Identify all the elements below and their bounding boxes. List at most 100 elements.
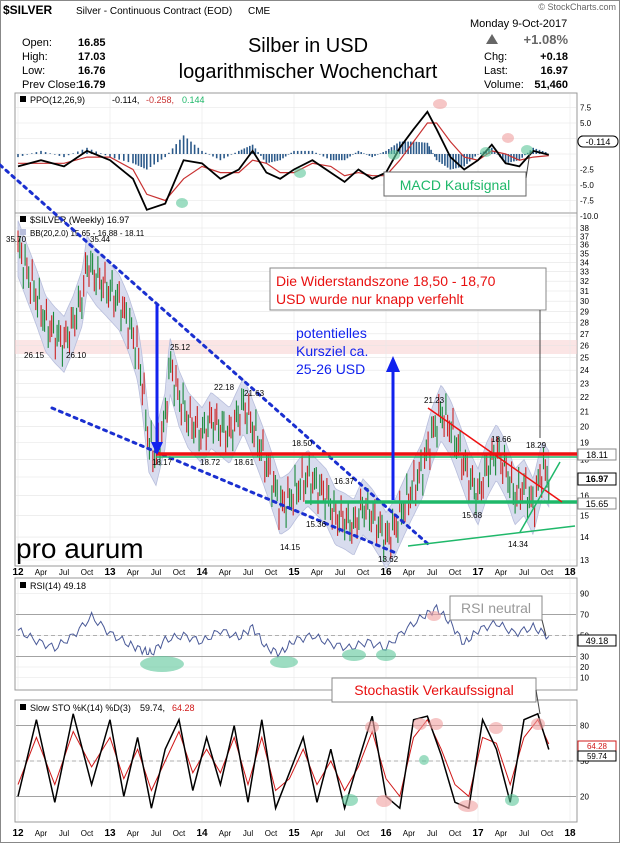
- ppo-buy-marker: [521, 145, 533, 155]
- ppo-hist-bar: [319, 154, 321, 155]
- chg-label: Chg:: [484, 51, 507, 63]
- x-tick-label: Oct: [449, 829, 462, 838]
- x-tick-label: Oct: [173, 568, 186, 577]
- sto-k-tag-box: [577, 750, 617, 762]
- y-tick-label: 37: [580, 232, 589, 241]
- ppo-buy-marker: [480, 147, 492, 157]
- y-tick-label: 36: [580, 241, 589, 250]
- ppo-hist-bar: [330, 154, 332, 161]
- ppo-hist-bar: [326, 154, 328, 159]
- ppo-hist-bar: [477, 154, 479, 155]
- y-tick-label: 26: [580, 342, 589, 351]
- rsi-annotation-pointer: [541, 619, 547, 637]
- x-axis-bottom: 12 Apr Jul Oct 13 Apr Jul Oct 14 Apr Jul Oct 15 Apr Ju…: [12, 828, 576, 839]
- price-label: 35.44: [90, 235, 111, 244]
- ppo-hist-bar: [260, 154, 262, 156]
- price-labels: 35.70 35.44 26.15 26.10 25.12 22.18 21.6…: [6, 235, 547, 564]
- ppo-hist-bar: [357, 150, 360, 154]
- x-tick-label: Apr: [127, 568, 140, 577]
- y-tick-label: 20: [580, 663, 589, 672]
- ppo-hist-bar: [63, 154, 65, 158]
- sto-annotation-text: Stochastik Verkaufssignal: [354, 682, 514, 698]
- x-tick-label: Oct: [449, 568, 462, 577]
- rsi-annotation: RSI neutral: [449, 595, 547, 637]
- bb-lower-tag-box: [577, 497, 617, 510]
- ppo-sell-marker: [433, 99, 447, 109]
- x-tick-label: Jul: [519, 568, 529, 577]
- ppo-hist-bar: [49, 153, 51, 154]
- ppo-hist-bar: [268, 154, 270, 163]
- ppo-hist-bar: [304, 150, 306, 154]
- lower-trend-line: [50, 406, 398, 555]
- sto-oversold-marker: [342, 794, 358, 806]
- ppo-hist-bar: [40, 150, 42, 154]
- ppo-hist-bar: [251, 144, 254, 154]
- y-tick-label: 20: [580, 792, 589, 801]
- x-tick-label: Apr: [403, 568, 416, 577]
- ppo-hist-bar: [393, 145, 396, 154]
- ppo-hist-bar: [352, 154, 354, 155]
- rsi-panel-frame: [14, 577, 578, 691]
- macd-annotation-text: MACD Kaufsignal: [400, 177, 511, 193]
- rising-support-line: [407, 525, 576, 547]
- x-tick-label: Apr: [495, 568, 508, 577]
- ppo-hist-bar: [31, 153, 33, 154]
- ppo-hist-bar: [468, 154, 471, 162]
- rsi-oversold-marker: [342, 649, 366, 661]
- date: Monday 9-Oct-2017: [470, 18, 567, 30]
- rsi-last-tag-text: 49.18: [586, 636, 609, 646]
- price-legend-swatch: [20, 216, 26, 222]
- ppo-hist-bar: [223, 154, 225, 159]
- sto-annotation-pointer: [535, 689, 541, 715]
- description: Silver - Continuous Contract (EOD): [76, 6, 232, 17]
- y-tick-label: 70: [580, 611, 589, 620]
- up-arrow-icon: [486, 34, 498, 44]
- ppo-buy-marker: [294, 168, 306, 178]
- ppo-hist-bar: [175, 144, 177, 154]
- ppo-hist-bar: [396, 143, 398, 154]
- x-tick-label: Jul: [151, 568, 161, 577]
- ppo-hist-bar: [332, 154, 335, 161]
- x-tick-label: 18: [564, 567, 576, 578]
- ppo-hist-bar: [438, 154, 441, 163]
- sto-annotation: Stochastik Verkaufssignal: [331, 677, 541, 715]
- ppo-hist-bar: [412, 141, 415, 154]
- ppo-buy-marker: [176, 198, 188, 208]
- rsi-last-tag: 49.18: [577, 634, 617, 647]
- price-label: 18.72: [200, 458, 221, 467]
- ppo-hist-bar: [385, 150, 387, 154]
- ppo-hist-bar: [434, 154, 436, 157]
- x-tick-label: 14: [196, 828, 208, 839]
- x-tick-label: Jul: [243, 568, 253, 577]
- ppo-hist-bar: [365, 154, 368, 155]
- sto-d-line: [17, 718, 550, 798]
- down-move-arrow: [151, 305, 163, 455]
- ppo-hist-bar: [164, 154, 166, 158]
- ppo-hist-bar: [160, 154, 163, 160]
- ppo-hist-bar: [262, 154, 265, 160]
- ppo-hist-bar: [341, 154, 343, 161]
- x-tick-label: 16: [380, 828, 392, 839]
- pro-aurum-logo: pro aurum: [16, 533, 144, 564]
- x-tick-label: Oct: [81, 829, 94, 838]
- ppo-hist-bar: [190, 141, 192, 154]
- rsi-oversold-marker: [376, 649, 396, 661]
- ppo-hist-bar: [515, 154, 518, 161]
- ppo-hist-bar: [354, 152, 357, 154]
- ppo-last-tag-text: -0.114: [586, 137, 611, 147]
- bb-legend-swatch: [20, 229, 26, 235]
- rsi-oversold-marker: [270, 656, 298, 668]
- ppo-hist-bar: [446, 154, 449, 168]
- low-label: Low:: [22, 65, 45, 77]
- ppo-hist-bar: [179, 139, 181, 154]
- sto-overbought-marker: [489, 722, 503, 734]
- ppo-hist-bar: [54, 154, 56, 155]
- ppo-legend-name: PPO(12,26,9): [30, 95, 85, 105]
- y-tick-label: 20: [580, 423, 589, 432]
- ppo-hist-bar: [463, 154, 465, 167]
- ppo-hist-bar: [423, 142, 426, 154]
- ppo-sell-marker: [502, 133, 514, 143]
- resistance-annotation-line1: Die Widerstandszone 18,50 - 18,70: [276, 273, 496, 289]
- price-legend: $SILVER (Weekly) 16.97 BB(20,2.0) 15.65 …: [20, 215, 145, 238]
